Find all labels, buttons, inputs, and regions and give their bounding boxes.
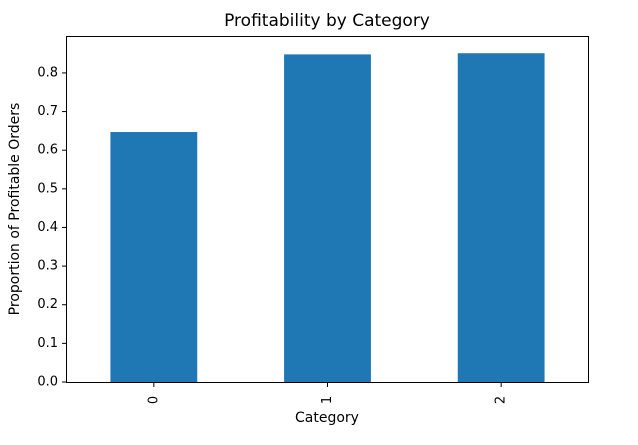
x-axis: 0 1 2 <box>146 382 509 404</box>
plot-frame <box>66 36 589 383</box>
bar-0 <box>110 132 198 382</box>
y-tick-label: 0.1 <box>37 336 58 351</box>
y-axis-label: Proportion of Profitable Orders <box>7 103 23 316</box>
x-axis-label: Category <box>295 410 359 426</box>
x-tick-label: 1 <box>320 396 335 404</box>
y-tick-label: 0.3 <box>37 259 58 274</box>
y-tick-label: 0.7 <box>37 104 58 119</box>
x-tick-label: 2 <box>494 396 509 404</box>
y-tick-label: 0.4 <box>37 220 58 235</box>
bar-2 <box>457 53 545 382</box>
chart-title: Profitability by Category <box>224 11 430 31</box>
y-tick-label: 0.5 <box>37 181 58 196</box>
x-tick-label: 0 <box>146 396 161 404</box>
bars-layer <box>110 53 545 382</box>
y-axis: 0.0 0.1 0.2 0.3 0.4 0.5 0.6 0.7 0.8 <box>37 65 67 390</box>
y-tick-label: 0.2 <box>37 297 58 312</box>
y-tick-label: 0.0 <box>37 375 58 390</box>
bar-1 <box>284 54 371 382</box>
y-tick-label: 0.8 <box>37 65 58 80</box>
y-tick-label: 0.6 <box>37 143 58 158</box>
